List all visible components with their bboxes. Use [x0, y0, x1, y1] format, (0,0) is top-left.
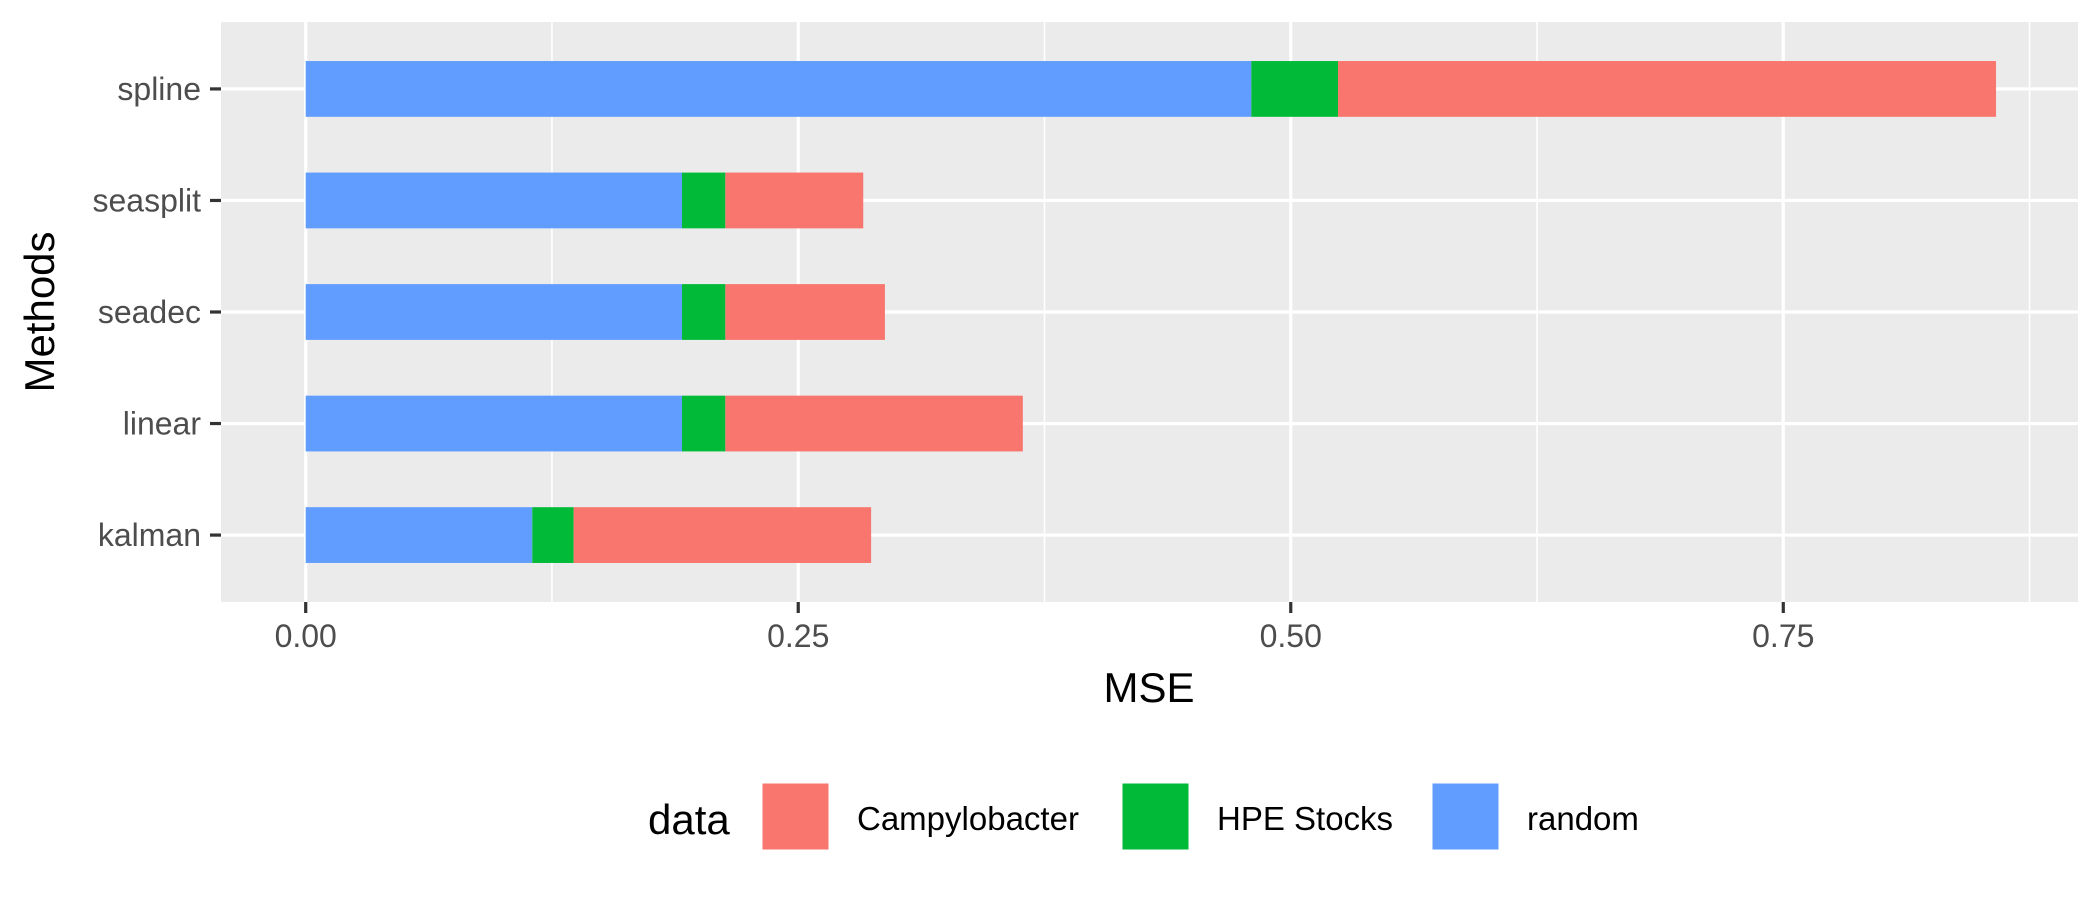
bar-seadec-random [305, 284, 682, 340]
bar-seadec-hpe-stocks [681, 284, 726, 340]
bar-linear-campylobacter [725, 395, 1023, 452]
x-tick-label: 0.00 [275, 618, 337, 654]
y-tick-label-seasplit: seasplit [93, 182, 202, 218]
x-axis: 0.00 0.25 0.50 0.75 [275, 602, 1814, 654]
bar-linear-hpe-stocks [681, 395, 726, 452]
legend-title: data [648, 796, 730, 843]
bar-kalman-random [305, 507, 533, 563]
bars [305, 61, 1997, 563]
x-tick-label: 0.75 [1752, 618, 1814, 654]
bar-kalman-campylobacter [573, 507, 872, 563]
bar-spline-random [305, 61, 1252, 117]
y-tick-label-seadec: seadec [98, 294, 201, 330]
legend-label-random: random [1527, 800, 1639, 837]
legend: data Campylobacter HPE Stocks random [648, 782, 1639, 851]
y-tick-label-linear: linear [123, 406, 202, 442]
bar-seadec-campylobacter [725, 284, 885, 340]
x-tick-label: 0.50 [1260, 618, 1322, 654]
y-axis-title: Methods [16, 231, 63, 392]
legend-key-campylobacter [761, 782, 830, 851]
legend-key-random [1431, 782, 1500, 851]
y-tick-label-spline: spline [117, 71, 201, 107]
legend-label-campylobacter: Campylobacter [857, 800, 1079, 837]
legend-key-hpe-stocks [1121, 782, 1190, 851]
bar-spline-campylobacter [1338, 61, 1997, 117]
bar-seasplit-hpe-stocks [681, 172, 726, 229]
bar-kalman-hpe-stocks [532, 507, 574, 563]
legend-label-hpe-stocks: HPE Stocks [1217, 800, 1393, 837]
y-tick-label-kalman: kalman [98, 517, 201, 553]
bar-spline-hpe-stocks [1251, 61, 1339, 117]
y-axis: kalman linear seadec seasplit spline [93, 71, 221, 553]
x-axis-title: MSE [1103, 664, 1194, 711]
bar-seasplit-campylobacter [725, 172, 864, 229]
x-tick-label: 0.25 [767, 618, 829, 654]
bar-seasplit-random [305, 172, 682, 229]
bar-linear-random [305, 395, 682, 452]
